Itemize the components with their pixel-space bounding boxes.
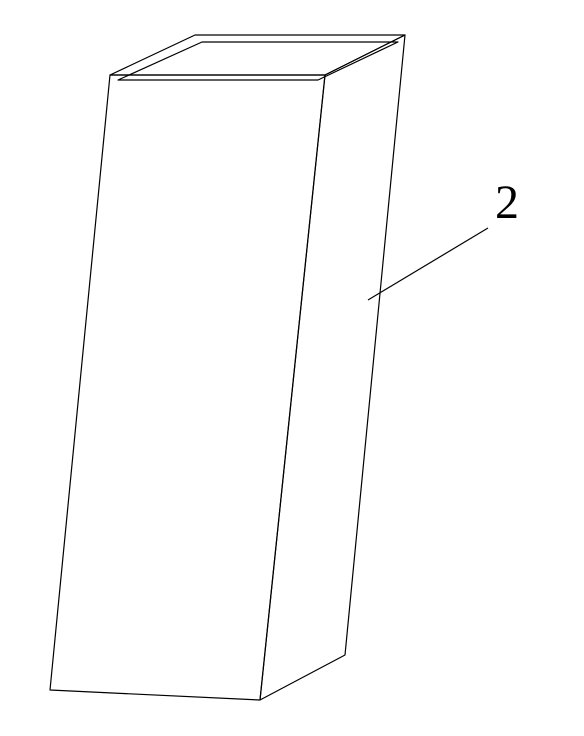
face-front	[50, 75, 325, 700]
diagram-container	[0, 0, 584, 731]
box-diagram	[0, 0, 584, 731]
face-right-side	[260, 35, 405, 700]
face-top-outer	[110, 35, 405, 75]
face-top-inner	[118, 42, 398, 80]
label-leader-line	[368, 228, 488, 300]
part-label-2: 2	[495, 175, 519, 230]
